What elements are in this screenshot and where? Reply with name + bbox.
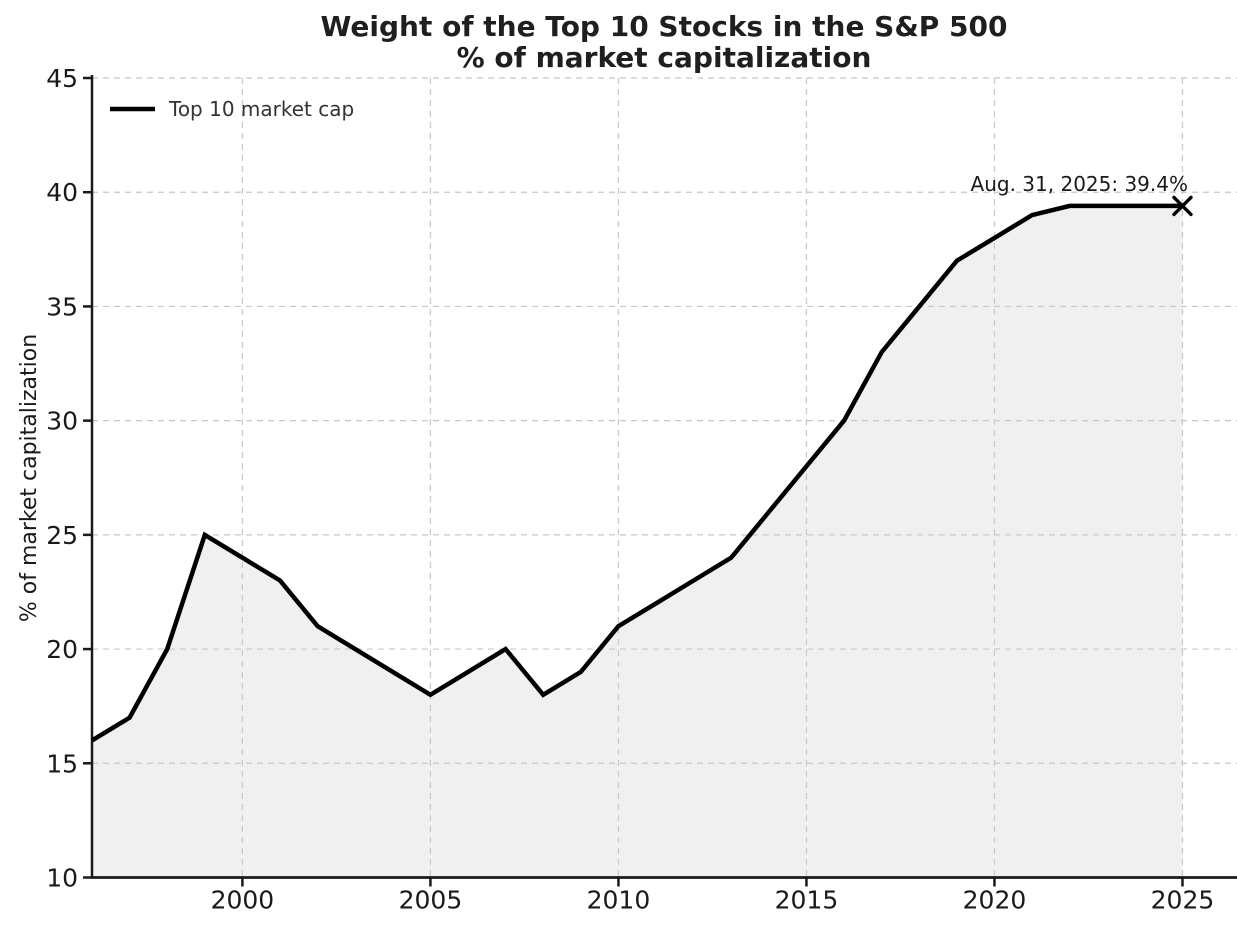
y-tick-label: 45 <box>46 64 78 93</box>
x-tick-label: 2020 <box>963 886 1027 915</box>
y-tick-label: 25 <box>46 521 78 550</box>
series-line <box>90 203 1183 743</box>
y-tick-label: 20 <box>46 635 78 664</box>
x-tick-label: 2010 <box>587 886 651 915</box>
legend: Top 10 market cap <box>110 97 354 121</box>
x-tick-label: 2015 <box>775 886 839 915</box>
x-tick-label: 2000 <box>211 886 275 915</box>
x-tick-label: 2025 <box>1151 886 1215 915</box>
y-tick-label: 30 <box>46 407 78 436</box>
chart-title: Weight of the Top 10 Stocks in the S&P 5… <box>321 10 1008 43</box>
x-tick-label: 2005 <box>399 886 463 915</box>
series-area-fill <box>92 205 1183 878</box>
chart-subtitle: % of market capitalization <box>457 41 872 74</box>
y-tick-label: 10 <box>46 864 78 893</box>
y-axis-label: % of market capitalization <box>17 334 42 622</box>
last-point-annotation: Aug. 31, 2025: 39.4% <box>971 172 1188 196</box>
data-line-layer <box>90 195 1193 743</box>
end-point-x-marker <box>1172 195 1193 217</box>
y-tick-label: 35 <box>46 292 78 321</box>
y-tick-label: 15 <box>46 749 78 778</box>
y-tick-label: 40 <box>46 178 78 207</box>
area-fill-layer <box>92 205 1183 878</box>
legend-label: Top 10 market cap <box>168 97 354 121</box>
